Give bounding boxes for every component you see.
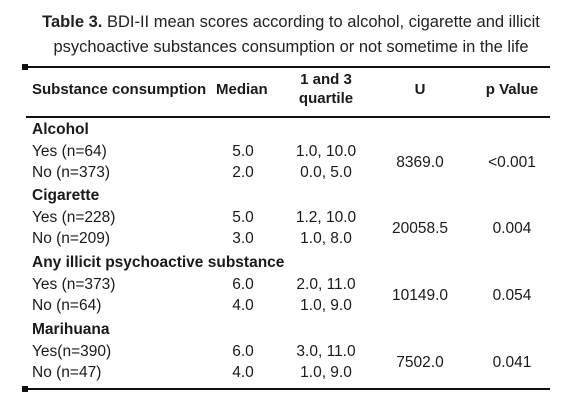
row-label: Yes (n=64)	[32, 143, 107, 160]
table-caption: Table 3. BDI-II mean scores according to…	[22, 10, 560, 60]
p-value-cell: 0.004	[492, 219, 532, 237]
caption-text: BDI-II mean scores according to alcohol,…	[53, 13, 540, 56]
row-label: Yes(n=390)	[32, 343, 112, 360]
group-heading: Marihuana	[32, 321, 110, 338]
row-label: No (n=47)	[32, 364, 102, 381]
quartile-cell: 1.2, 10.0	[295, 209, 357, 226]
median-cell: 4.0	[232, 297, 254, 314]
median-cell: 6.0	[232, 343, 254, 360]
bottom-rule	[26, 388, 550, 390]
row-label: No (n=209)	[32, 230, 110, 247]
top-rule	[26, 66, 550, 68]
group-heading: Cigarette	[32, 187, 100, 204]
quartile-cell: 2.0, 11.0	[296, 276, 356, 293]
median-cell: 3.0	[232, 230, 254, 247]
row-label: No (n=64)	[32, 297, 102, 314]
p-value-cell: <0.001	[488, 153, 536, 171]
quartile-cell: 1.0, 10.0	[295, 143, 357, 160]
median-cell: 5.0	[232, 143, 254, 160]
group-heading: Any illicit psychoactive substance	[32, 254, 285, 271]
p-value-cell: 0.041	[492, 353, 532, 371]
row-label: Yes (n=228)	[32, 209, 116, 226]
bottom-rule-marker	[22, 386, 28, 392]
header-quartile-line1: 1 and 3	[300, 71, 352, 88]
median-cell: 2.0	[232, 164, 254, 181]
header-u: U	[414, 81, 426, 98]
median-cell: 5.0	[232, 209, 254, 226]
median-cell: 4.0	[232, 364, 254, 381]
u-cell: 7502.0	[396, 353, 444, 371]
quartile-cell: 0.0, 5.0	[300, 164, 352, 181]
quartile-cell: 1.0, 9.0	[300, 297, 352, 314]
header-quartile-line2: quartile	[298, 90, 354, 107]
header-quartile: 1 and 3 quartile	[286, 70, 366, 108]
median-cell: 6.0	[232, 276, 254, 293]
group-heading: Alcohol	[32, 121, 89, 138]
row-label: No (n=373)	[32, 164, 110, 181]
quartile-cell: 3.0, 11.0	[296, 343, 356, 360]
header-rule	[26, 116, 550, 118]
quartile-cell: 1.0, 9.0	[300, 364, 352, 381]
quartile-cell: 1.0, 8.0	[300, 230, 352, 247]
header-median: Median	[216, 81, 268, 98]
u-cell: 8369.0	[396, 153, 444, 171]
p-value-cell: 0.054	[492, 286, 532, 304]
top-rule-marker	[22, 64, 28, 70]
u-cell: 10149.0	[391, 286, 449, 304]
header-substance: Substance consumption	[32, 81, 207, 98]
header-p-value: p Value	[485, 81, 539, 98]
caption-label: Table 3.	[42, 13, 103, 31]
row-label: Yes (n=373)	[32, 276, 116, 293]
u-cell: 20058.5	[391, 219, 449, 237]
